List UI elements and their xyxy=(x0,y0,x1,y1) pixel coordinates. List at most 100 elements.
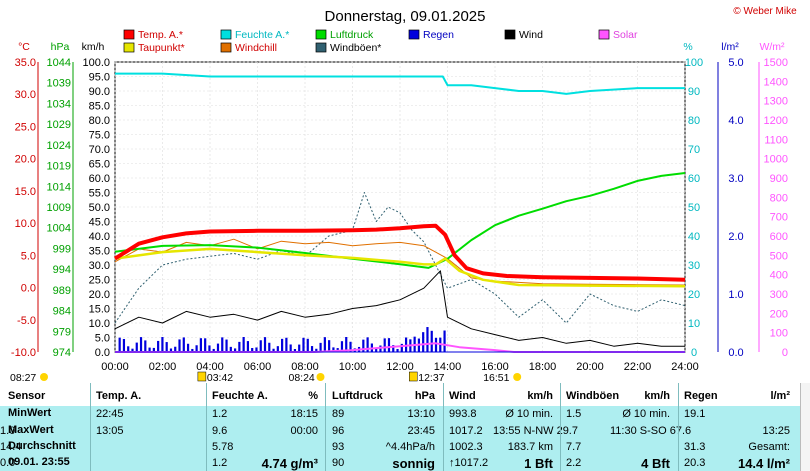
tick-x: 04:00 xyxy=(196,361,224,373)
rain-bar xyxy=(131,348,134,352)
rain-bar xyxy=(246,341,250,352)
table-divider xyxy=(443,383,444,471)
table-header-cell: Temp. A. xyxy=(96,390,142,402)
rain-bar xyxy=(281,338,284,352)
table-cell: 14.4 xyxy=(0,441,22,453)
rain-bar xyxy=(362,339,365,352)
table-cell: 1 Bft xyxy=(524,456,553,471)
tick-hpa: 1044 xyxy=(47,57,71,69)
series-windben xyxy=(114,192,686,324)
rain-bar xyxy=(306,338,309,352)
rain-bar xyxy=(323,337,326,352)
tick-hpa: 984 xyxy=(53,306,71,318)
table-cell: 1.2 xyxy=(212,457,228,469)
table-cell: 96 xyxy=(332,425,345,437)
rain-bar xyxy=(135,342,138,352)
tick-hpa: 999 xyxy=(53,243,71,255)
rain-bar xyxy=(195,345,198,352)
table-row-label: 09.01. 23:55 xyxy=(8,456,70,468)
rain-bar xyxy=(332,347,335,352)
legend-label-hum: Feuchte A.* xyxy=(235,29,289,41)
tick-hpa: 994 xyxy=(53,264,71,276)
tick-kmh: 60.0 xyxy=(89,173,110,185)
rain-bar xyxy=(263,337,267,352)
rain-bar xyxy=(345,337,348,352)
rain-bar xyxy=(319,342,322,352)
tick-pct: 0 xyxy=(691,347,697,359)
tick-kmh: 95.0 xyxy=(89,72,110,84)
tick-hpa: 1009 xyxy=(47,202,71,214)
tick-solar: 1500 xyxy=(764,57,788,69)
table-cell: Ø 10 min. xyxy=(505,408,553,420)
rain-bar xyxy=(178,339,181,352)
tick-x: 22:00 xyxy=(624,361,652,373)
tick-temp: 30.0 xyxy=(15,89,36,101)
rain-bar xyxy=(208,345,211,352)
rain-bar xyxy=(182,337,185,352)
tick-solar: 200 xyxy=(770,308,788,320)
stats-table: Sensor Temp. A. Feuchte A.% Luftdruck hPa Win… xyxy=(0,383,800,471)
table-cell: 183.7 km xyxy=(507,441,553,453)
rain-bar xyxy=(229,346,232,352)
tick-kmh: 35.0 xyxy=(89,246,110,258)
tick-x: 00:00 xyxy=(101,361,129,373)
tick-pct: 30 xyxy=(688,260,700,272)
rain-bar xyxy=(268,342,271,352)
series-tempa xyxy=(113,223,686,282)
tick-kmh: 45.0 xyxy=(89,217,110,229)
noon-sun-icon xyxy=(316,373,325,381)
tick-solar: 700 xyxy=(770,212,788,224)
rain-bar xyxy=(298,344,301,352)
table-header-cell: Regen xyxy=(684,390,718,402)
series-luftdruck xyxy=(114,172,686,269)
tick-temp: 5.0 xyxy=(21,250,36,262)
rain-bar xyxy=(349,341,352,352)
tick-pct: 90 xyxy=(688,86,700,98)
tick-x: 12:00 xyxy=(386,361,414,373)
moonrise-icon xyxy=(409,371,418,382)
moonrise-time: 12:37 xyxy=(418,372,444,383)
table-header-cell: Windböen xyxy=(566,390,620,402)
legend-label-temp: Temp. A.* xyxy=(138,29,183,41)
rain-bar xyxy=(186,343,190,352)
scrollbar[interactable] xyxy=(800,383,810,471)
plot-area xyxy=(113,61,686,353)
table-cell: 31.3 xyxy=(684,441,706,453)
rain-bar xyxy=(387,338,391,352)
tick-kmh: 5.0 xyxy=(95,333,110,345)
table-cell: ↑1017.2 xyxy=(449,457,489,469)
tick-solar: 1100 xyxy=(764,134,788,146)
legend-swatch-wind xyxy=(504,29,516,40)
rain-bar xyxy=(310,346,314,352)
rain-bar xyxy=(216,343,220,352)
series-feuchtea xyxy=(115,72,685,95)
tick-x: 02:00 xyxy=(149,361,177,373)
table-cell: 89 xyxy=(332,408,345,420)
tick-pct: 50 xyxy=(688,202,700,214)
rain-bar xyxy=(392,345,395,352)
table-divider xyxy=(206,383,207,471)
table-cell: 7.7 xyxy=(566,441,582,453)
table-cell: 4.74 g/m³ xyxy=(261,456,318,471)
table-header-cell: km/h xyxy=(527,390,553,402)
table-cell: 0.0 xyxy=(0,457,16,469)
rain-bar xyxy=(238,341,241,352)
table-cell: 1.5 xyxy=(566,408,582,420)
tick-x: 10:00 xyxy=(339,361,367,373)
rain-bar xyxy=(259,340,262,352)
table-cell: 9.6 xyxy=(212,425,228,437)
tick-temp: 25.0 xyxy=(15,121,36,133)
tick-kmh: 30.0 xyxy=(89,260,110,272)
tick-kmh: 85.0 xyxy=(89,101,110,113)
tick-x: 16:00 xyxy=(481,361,509,373)
tick-solar: 1000 xyxy=(764,154,788,166)
table-cell: Ø 10 min. xyxy=(622,408,670,420)
table-cell: 11:30 S-SO 67.6 xyxy=(610,425,692,437)
rain-bar xyxy=(276,346,279,352)
tick-hpa: 1034 xyxy=(47,98,71,110)
rain-bar xyxy=(118,337,121,352)
tick-temp: 20.0 xyxy=(15,154,36,166)
table-cell: 1.2 xyxy=(212,408,228,420)
rain-bar xyxy=(293,348,297,352)
table-cell: 00:00 xyxy=(290,425,318,437)
